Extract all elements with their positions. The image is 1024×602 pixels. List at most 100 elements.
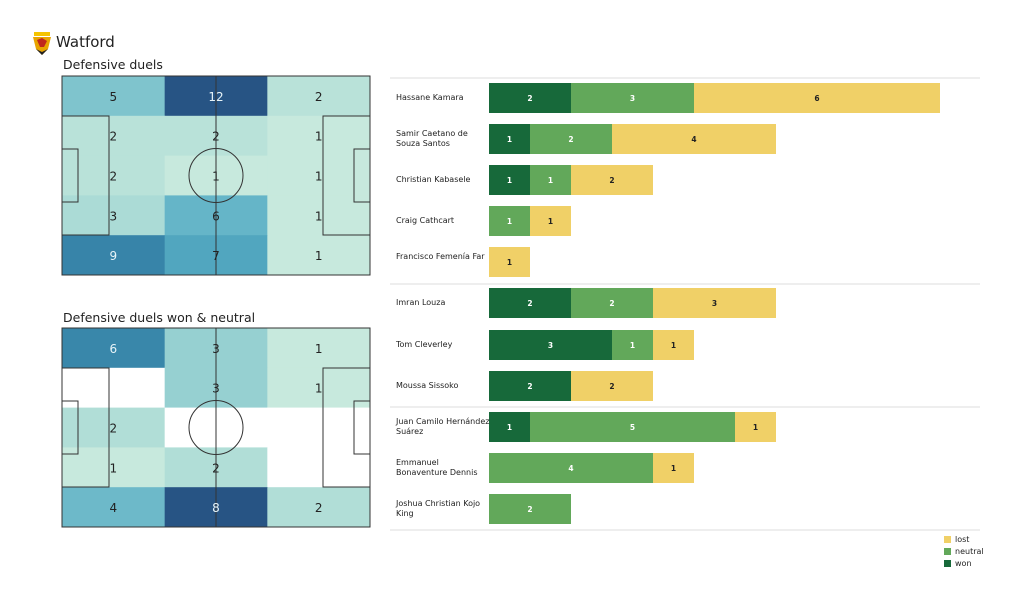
bar-value: 2	[527, 94, 532, 103]
bar-lost	[489, 247, 530, 277]
bar-neutral	[489, 206, 530, 236]
heatmap-value: 8	[212, 501, 220, 515]
bar-value: 3	[630, 94, 635, 103]
player-label: Joshua Christian Kojo King	[396, 499, 481, 518]
legend-item-neutral: neutral	[944, 547, 984, 556]
heatmap-value: 3	[212, 382, 220, 396]
bar-value: 3	[712, 299, 717, 308]
heatmap-value: 12	[208, 90, 223, 104]
heatmap-cell	[267, 155, 371, 196]
heatmap-title: Defensive duels	[63, 57, 163, 72]
goal-box	[353, 148, 371, 203]
heatmap-value: 1	[315, 249, 323, 263]
bar-lost	[612, 124, 776, 154]
heatmap-value: 1	[315, 209, 323, 223]
heatmap-value: 3	[212, 342, 220, 356]
bar-lost	[571, 165, 653, 195]
player-label: Hassane Kamara	[396, 93, 464, 102]
bar-won	[489, 124, 530, 154]
legend-item-lost: lost	[944, 535, 969, 544]
bar-won	[489, 83, 571, 113]
heatmap-cell	[267, 407, 371, 448]
player-label: Imran Louza	[396, 298, 446, 307]
heatmap-cell	[62, 328, 166, 369]
bar-value: 2	[568, 135, 573, 144]
heatmap-cell	[267, 235, 371, 276]
heatmap-cell	[62, 115, 166, 157]
heatmap-cell	[62, 195, 166, 236]
bar-neutral	[571, 288, 653, 318]
bar-value: 2	[527, 299, 532, 308]
heatmap-value: 6	[212, 209, 220, 223]
heatmap-value: 2	[110, 170, 118, 184]
heatmap-defensive-duels: 5 12 22 2 12 1 13 6 19 7 16 3 13 121 24 8 2	[61, 75, 371, 528]
bar-value: 1	[507, 176, 512, 185]
heatmap-value: 4	[110, 501, 118, 515]
bar-value: 4	[568, 464, 573, 473]
bar-value: 1	[548, 217, 553, 226]
bar-lost	[735, 412, 776, 442]
bar-lost	[694, 83, 940, 113]
bar-value: 1	[630, 341, 635, 350]
heatmap-value: 5	[110, 90, 118, 104]
bar-won	[489, 412, 530, 442]
player-label: Craig Cathcart	[396, 216, 455, 225]
bar-value: 1	[507, 135, 512, 144]
heatmap-value: 2	[315, 90, 323, 104]
heatmap-value: 2	[212, 461, 220, 475]
bar-neutral	[571, 83, 694, 113]
bar-value: 5	[630, 423, 635, 432]
bar-value: 1	[507, 258, 512, 267]
bar-lost	[530, 206, 571, 236]
bar-neutral	[530, 165, 571, 195]
goal-box	[61, 400, 79, 455]
heatmap-cell	[267, 328, 371, 369]
heatmap-value: 9	[110, 249, 118, 263]
bar-lost	[653, 288, 776, 318]
bar-won	[489, 371, 571, 401]
heatmap-cell	[62, 235, 166, 276]
heatmap-cell	[267, 447, 371, 488]
bar-value: 1	[548, 176, 553, 185]
bar-value: 1	[507, 423, 512, 432]
heatmap-value: 2	[110, 130, 118, 144]
team-name: Watford	[56, 33, 115, 51]
heatmap-cell	[62, 76, 166, 117]
bar-lost	[571, 371, 653, 401]
heatmap-cell	[267, 487, 371, 528]
goal-box	[353, 400, 371, 455]
heatmap-value: 1	[110, 461, 118, 475]
bar-value: 4	[691, 135, 696, 144]
heatmap-value: 2	[212, 130, 220, 144]
player-label: Samir Caetano de Souza Santos	[396, 129, 468, 148]
heatmap-value: 3	[110, 209, 118, 223]
legend-item-won: won	[944, 559, 972, 568]
heatmap-cell	[267, 367, 371, 409]
bar-value: 1	[507, 217, 512, 226]
heatmap-cell	[62, 407, 166, 448]
heatmap-value: 2	[110, 422, 118, 436]
bar-neutral	[612, 330, 653, 360]
bar-value: 2	[609, 176, 614, 185]
heatmap-cell	[62, 155, 166, 196]
heatmap-cell	[267, 115, 371, 157]
bar-value: 1	[671, 464, 676, 473]
bar-value: 1	[753, 423, 758, 432]
heatmap-value: 1	[315, 130, 323, 144]
bar-value: 2	[527, 505, 532, 514]
center-circle	[188, 148, 244, 203]
bar-value: 2	[609, 299, 614, 308]
heatmap-value: 1	[212, 170, 220, 184]
bar-neutral	[489, 453, 653, 483]
player-label: Tom Cleverley	[396, 340, 453, 349]
bar-neutral	[530, 124, 612, 154]
heatmap-cell	[267, 76, 371, 117]
bar-lost	[653, 453, 694, 483]
center-circle	[188, 400, 244, 455]
heatmap-0: 5 12 22 2 12 1 13 6 19 7 1	[61, 75, 371, 276]
watford-logo	[33, 32, 51, 55]
heatmap-title: Defensive duels won & neutral	[63, 310, 256, 325]
player-label: Christian Kabasele	[396, 175, 471, 184]
player-label: Emmanuel Bonaventure Dennis	[396, 458, 478, 477]
